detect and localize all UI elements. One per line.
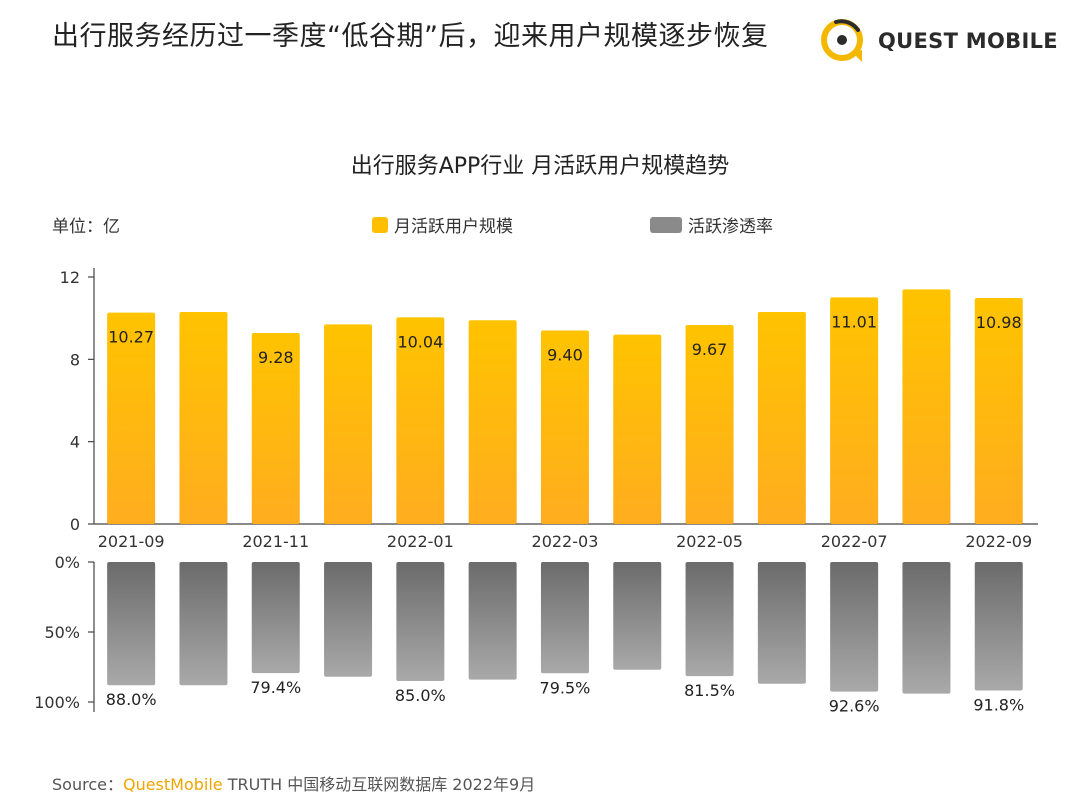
source-prefix: Source： <box>52 775 123 794</box>
y-tick-label: 8 <box>70 350 80 369</box>
penetration-data-label: 85.0% <box>395 686 446 705</box>
x-tick-label: 2022-03 <box>532 532 599 551</box>
mau-data-label: 10.98 <box>976 313 1022 332</box>
mau-bar <box>396 317 445 524</box>
x-tick-label: 2022-07 <box>821 532 888 551</box>
legend-swatch-mau <box>372 216 388 233</box>
legend-label-mau: 月活跃用户规模 <box>394 217 513 237</box>
penetration-bar <box>685 562 734 677</box>
legend-swatch-penetration <box>650 216 682 233</box>
unit-label: 单位：亿 <box>52 217 120 237</box>
penetration-bar <box>396 562 445 681</box>
mau-bar <box>757 311 806 524</box>
penetration-bar <box>830 562 879 692</box>
mau-bar <box>902 289 951 524</box>
quest-mobile-logo-icon <box>821 19 863 62</box>
x-tick-label: 2022-09 <box>965 532 1032 551</box>
y-tick-label: 4 <box>70 433 80 452</box>
chart-title: 出行服务APP行业 月活跃用户规模趋势 <box>350 154 730 179</box>
mau-data-label: 9.67 <box>692 340 728 359</box>
penetration-data-label: 79.4% <box>250 678 301 697</box>
mau-data-label: 10.04 <box>397 332 443 351</box>
penetration-data-label: 81.5% <box>684 681 735 700</box>
penetration-data-label: 79.5% <box>540 678 591 697</box>
mau-data-label: 10.27 <box>108 328 154 347</box>
mau-data-label: 9.40 <box>547 346 583 365</box>
mau-data-label: 11.01 <box>831 312 877 331</box>
mau-bar <box>540 330 589 524</box>
penetration-bar <box>757 562 806 684</box>
legend-label-penetration: 活跃渗透率 <box>688 217 773 237</box>
penetration-bar <box>613 562 662 670</box>
source-brand: QuestMobile <box>122 775 223 794</box>
mau-bar <box>179 311 228 524</box>
x-tick-label: 2022-01 <box>387 532 454 551</box>
penetration-data-label: 88.0% <box>106 690 157 709</box>
penetration-data-label: 91.8% <box>973 696 1024 715</box>
mau-bar <box>251 332 300 524</box>
penetration-tick-label: 100% <box>34 693 80 712</box>
headline: 出行服务经历过一季度“低谷期”后，迎来用户规模逐步恢复 <box>52 21 769 52</box>
mau-bar <box>685 324 734 524</box>
penetration-data-label: 92.6% <box>829 697 880 716</box>
penetration-bar <box>107 562 156 686</box>
mau-bar <box>468 320 517 524</box>
penetration-tick-label: 50% <box>44 623 80 642</box>
penetration-bar <box>324 562 373 677</box>
y-tick-label: 12 <box>60 268 80 287</box>
x-tick-label: 2022-05 <box>676 532 743 551</box>
penetration-tick-label: 0% <box>55 553 80 572</box>
mau-bar <box>830 297 879 524</box>
mau-data-label: 9.28 <box>258 348 294 367</box>
chart-canvas: 0 4 8 12 10.27 9.28 10.04 9.40 9.67 11.01 10.98 202… <box>34 268 1038 716</box>
penetration-bar <box>974 562 1023 691</box>
penetration-bar <box>902 562 951 694</box>
logo-text: QUEST MOBILE <box>878 29 1058 53</box>
source-line: Source：QuestMobile TRUTH 中国移动互联网数据库 2022… <box>52 771 535 795</box>
mau-bar <box>613 334 662 524</box>
penetration-bar <box>540 562 589 674</box>
mau-bar <box>974 297 1023 524</box>
y-tick-label: 0 <box>70 515 80 534</box>
penetration-bar <box>179 562 228 686</box>
mau-bar <box>107 312 156 524</box>
mau-bar <box>324 324 373 524</box>
legend-item-mau: 月活跃用户规模 <box>372 212 513 237</box>
source-rest: TRUTH 中国移动互联网数据库 2022年9月 <box>222 775 536 794</box>
legend-item-penetration: 活跃渗透率 <box>650 212 773 237</box>
penetration-bar <box>468 562 517 680</box>
x-tick-label: 2021-11 <box>242 532 309 551</box>
penetration-bar <box>251 562 300 674</box>
x-tick-label: 2021-09 <box>98 532 165 551</box>
quest-mobile-logo: QUEST MOBILE <box>818 14 1058 66</box>
